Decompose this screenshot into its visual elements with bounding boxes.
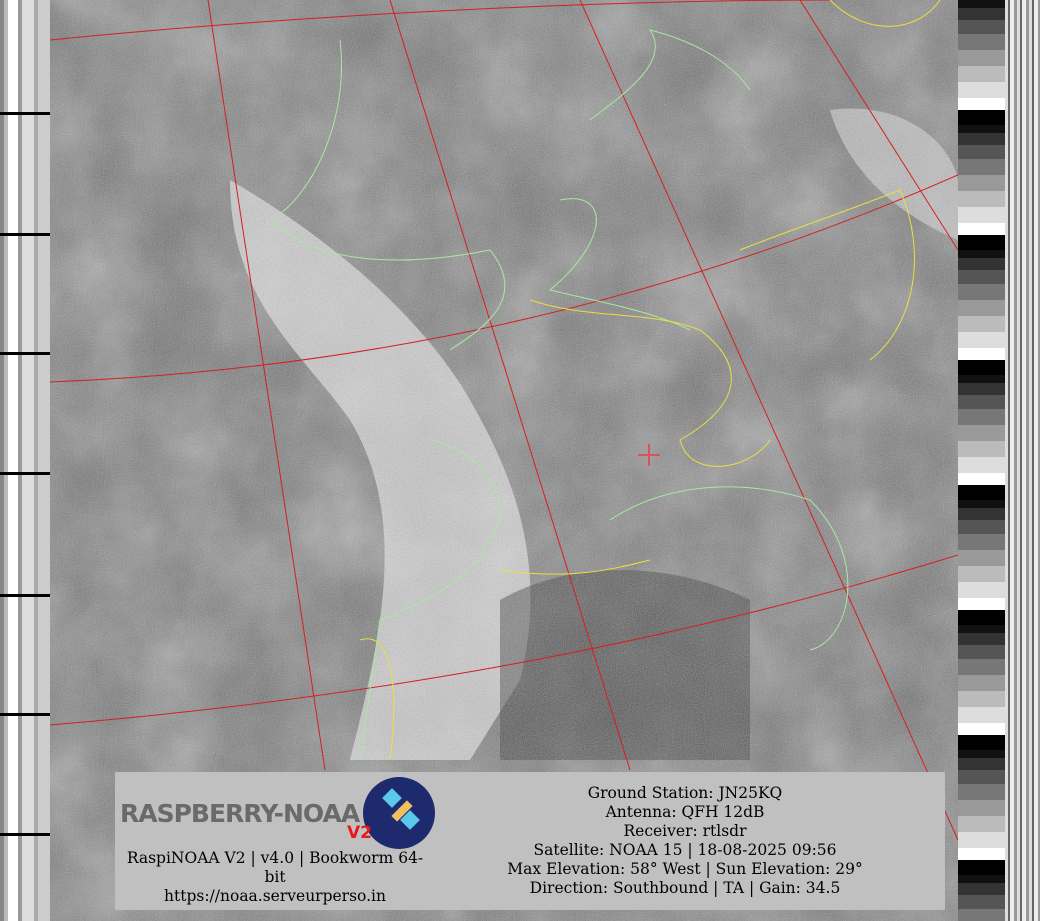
logo-badge: V2 (347, 823, 372, 843)
ground-station: Ground Station: JN25KQ (587, 784, 783, 802)
elevation: Max Elevation: 58° West | Sun Elevation:… (507, 860, 863, 878)
lat-lon-grid (50, 0, 958, 841)
receiver: Receiver: rtlsdr (623, 822, 747, 840)
coastlines (269, 29, 849, 761)
version-line: RaspiNOAA V2 | v4.0 | Bookworm 64- (126, 849, 424, 867)
sync-strip (0, 0, 50, 921)
info-panel: RASPBERRY-NOAA V2 RaspiNOAA V2 | v4.0 | … (115, 772, 945, 910)
antenna: Antenna: QFH 12dB (605, 803, 765, 821)
logo-text: RASPBERRY-NOAA (120, 799, 360, 828)
software-info: RaspiNOAA V2 | v4.0 | Bookworm 64- bit h… (115, 849, 435, 906)
space-view-strip (1005, 0, 1040, 921)
pass-info: Ground Station: JN25KQ Antenna: QFH 12dB… (485, 784, 885, 898)
version-line-wrap: bit (264, 868, 286, 886)
direction: Direction: Southbound | TA | Gain: 34.5 (529, 879, 841, 897)
website-url: https://noaa.serveurperso.in (164, 887, 386, 905)
raspberry-noaa-logo: RASPBERRY-NOAA V2 (120, 775, 440, 851)
country-borders (359, 0, 941, 761)
satellite: Satellite: NOAA 15 | 18-08-2025 09:56 (533, 841, 837, 859)
weather-map (50, 0, 958, 921)
telemetry-strip (958, 0, 1005, 921)
station-marker (638, 444, 660, 466)
satellite-logo-icon (363, 777, 435, 849)
